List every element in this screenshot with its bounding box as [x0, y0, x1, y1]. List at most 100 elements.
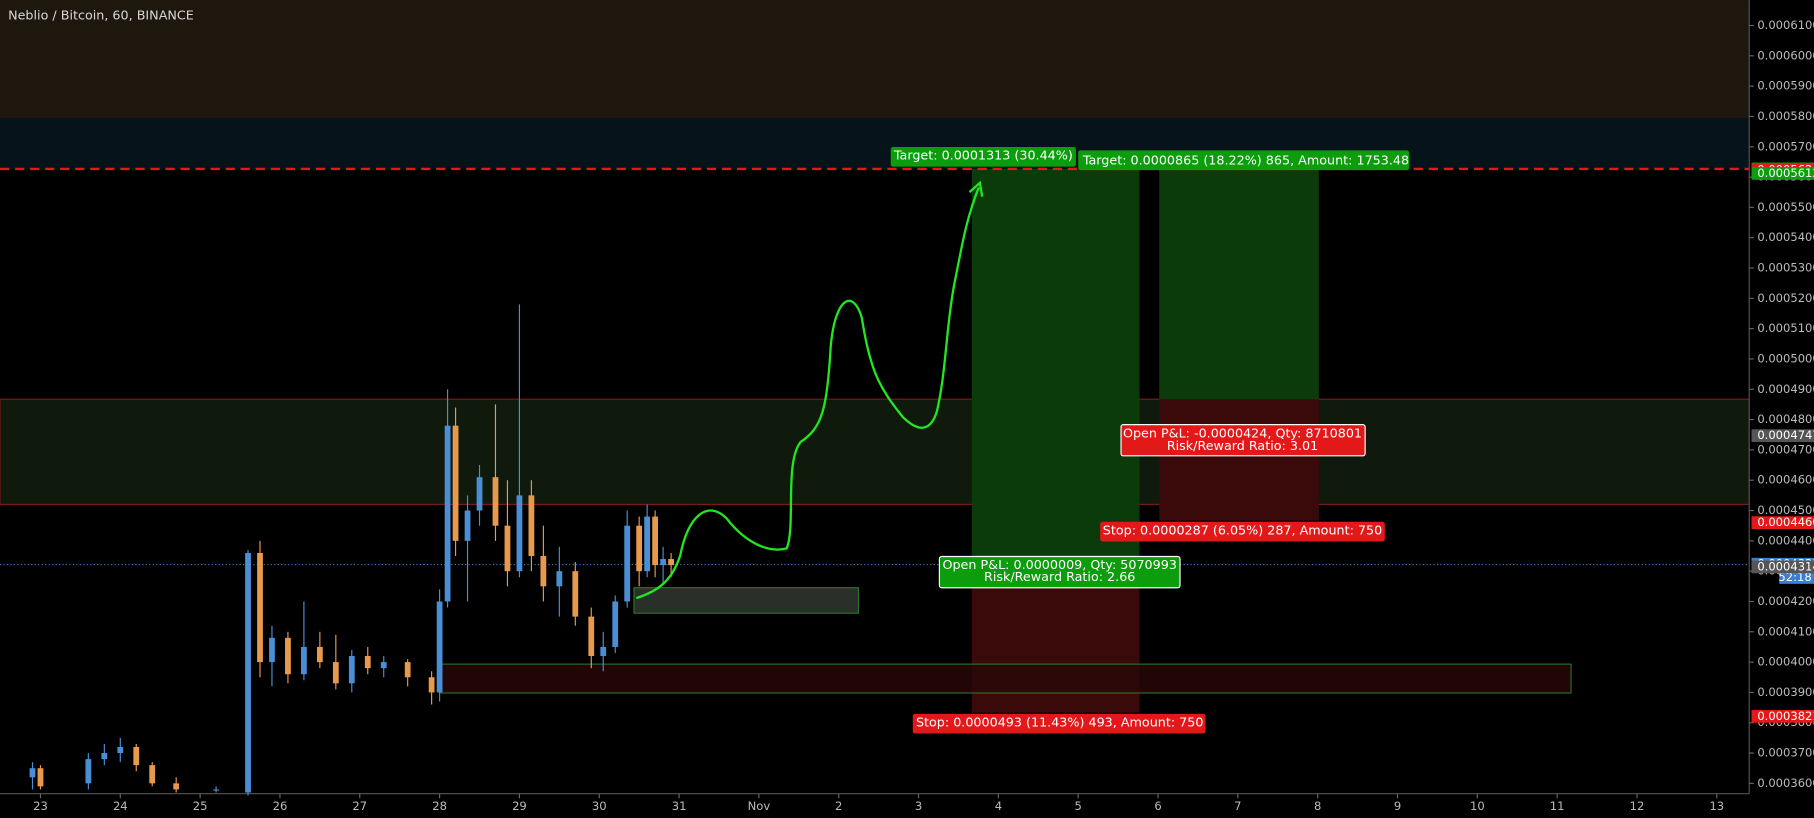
candle-body: [652, 516, 659, 566]
candle-body: [660, 559, 667, 566]
candle-body: [436, 601, 443, 693]
y-tick-label: 0.0005100: [1757, 321, 1814, 335]
candle-body: [624, 525, 631, 602]
candle-body: [257, 552, 263, 663]
candle-body: [668, 559, 674, 566]
candle-body: [332, 662, 339, 684]
x-tick-label: 10: [1470, 799, 1485, 813]
annotation: Open P&L: 0.0000009, Qty: 5070993: [942, 557, 1176, 572]
annotation: Stop: 0.0000493 (11.43%) 493, Amount: 75…: [916, 715, 1203, 730]
y-tick-label: 0.0005000: [1757, 351, 1814, 365]
zone-band: [0, 118, 1750, 169]
zone-top: [0, 0, 1750, 119]
y-tick-label: 0.0005300: [1757, 261, 1814, 275]
x-tick-label: 31: [672, 799, 687, 813]
candle-body: [444, 425, 451, 602]
support-box: [439, 663, 1572, 694]
x-tick-label: 8: [1314, 799, 1321, 813]
y-tick-label: 0.0005400: [1757, 230, 1814, 244]
annotation-box: [890, 146, 1076, 167]
price-label-bg: [1751, 560, 1814, 574]
x-tick-label: 5: [1075, 799, 1082, 813]
second-target-zone: [1159, 168, 1319, 400]
candle-body: [572, 571, 579, 617]
candle-body: [516, 495, 523, 572]
candle-body: [29, 768, 36, 778]
candle-body: [133, 746, 140, 766]
y-tick-label: 0.0005800: [1757, 109, 1814, 123]
candle-body: [85, 759, 92, 784]
y-tick-label: 0.0004500: [1757, 503, 1814, 517]
second-stop-zone: [1159, 399, 1319, 521]
price-label: 0.0004747: [1757, 428, 1814, 442]
y-tick-label: 0.0004900: [1757, 382, 1814, 396]
candle-body: [428, 677, 435, 693]
y-tick-label: 0.0004200: [1757, 594, 1814, 608]
price-label-bg: [1751, 516, 1814, 530]
price-axis: [1749, 0, 1814, 818]
x-tick-label: 24: [113, 799, 128, 813]
candle-body: [380, 662, 387, 669]
annotation: Stop: 0.0000287 (6.05%) 287, Amount: 750: [1103, 523, 1382, 538]
x-tick-label: Nov: [748, 799, 771, 813]
x-tick-label: 30: [592, 799, 607, 813]
candle-body: [285, 637, 291, 675]
annotation-box: [938, 555, 1181, 589]
x-tick-label: 3: [915, 799, 922, 813]
candle-body: [301, 646, 307, 675]
x-tick-label: 9: [1394, 799, 1401, 813]
forecast-curve: [635, 180, 984, 600]
candle-body: [644, 516, 651, 572]
candle-body: [316, 646, 323, 663]
annotation: Risk/Reward Ratio: 3.01: [1167, 438, 1318, 453]
y-tick-label: 0.0005700: [1757, 139, 1814, 153]
y-tick-label: 0.0006000: [1757, 48, 1814, 62]
x-tick-label: 11: [1550, 799, 1565, 813]
price-label: 0.0004460: [1757, 515, 1814, 529]
candle-body: [464, 510, 471, 541]
price-label-bg: [1751, 167, 1814, 180]
candle-body: [504, 525, 511, 572]
price-label: 0.0003821: [1757, 709, 1814, 723]
candles: [29, 304, 674, 796]
x-tick-label: 28: [432, 799, 447, 813]
x-tick-label: 23: [33, 799, 48, 813]
y-tick-label: 0.0003600: [1757, 776, 1814, 790]
annotation-box: [912, 713, 1206, 734]
annotation-box: [1078, 150, 1410, 171]
annotation: Open P&L: -0.0000424, Qty: 8710801: [1123, 425, 1362, 440]
candle-body: [173, 783, 180, 790]
candle-body: [117, 746, 124, 754]
annotation: Target: 0.0001313 (30.44%): [893, 148, 1073, 163]
x-tick-label: 29: [512, 799, 527, 813]
y-tick-label: 0.0004000: [1757, 655, 1814, 669]
x-tick-label: 26: [273, 799, 288, 813]
x-tick-label: 6: [1154, 799, 1161, 813]
long-target-zone: [971, 168, 1140, 562]
x-tick-label: 25: [193, 799, 208, 813]
y-tick-label: 0.0003700: [1757, 746, 1814, 760]
candle-body: [540, 556, 547, 587]
candle-body: [452, 425, 459, 541]
candle-body: [636, 525, 643, 572]
countdown-bg: [1779, 571, 1814, 584]
price-label: 0.0005612: [1757, 166, 1814, 180]
candle-body: [213, 789, 219, 791]
price-label-bg: [1751, 429, 1814, 443]
candle-body: [612, 601, 619, 647]
candle-body: [364, 656, 371, 669]
y-tick-label: 0.0004800: [1757, 412, 1814, 426]
x-tick-label: 27: [352, 799, 367, 813]
zone-resistance: [0, 398, 1750, 506]
candle-body: [348, 656, 355, 684]
candle-body: [269, 637, 275, 663]
y-tick-label: 0.0004700: [1757, 442, 1814, 456]
annotation-box: [1100, 521, 1385, 542]
y-tick-label: 0.0004600: [1757, 473, 1814, 487]
price-label-bg: [1751, 710, 1814, 723]
candle-body: [528, 495, 535, 557]
y-tick-label: 0.0004400: [1757, 533, 1814, 547]
x-tick-label: 13: [1709, 799, 1724, 813]
y-tick-label: 0.0006100: [1757, 18, 1814, 32]
